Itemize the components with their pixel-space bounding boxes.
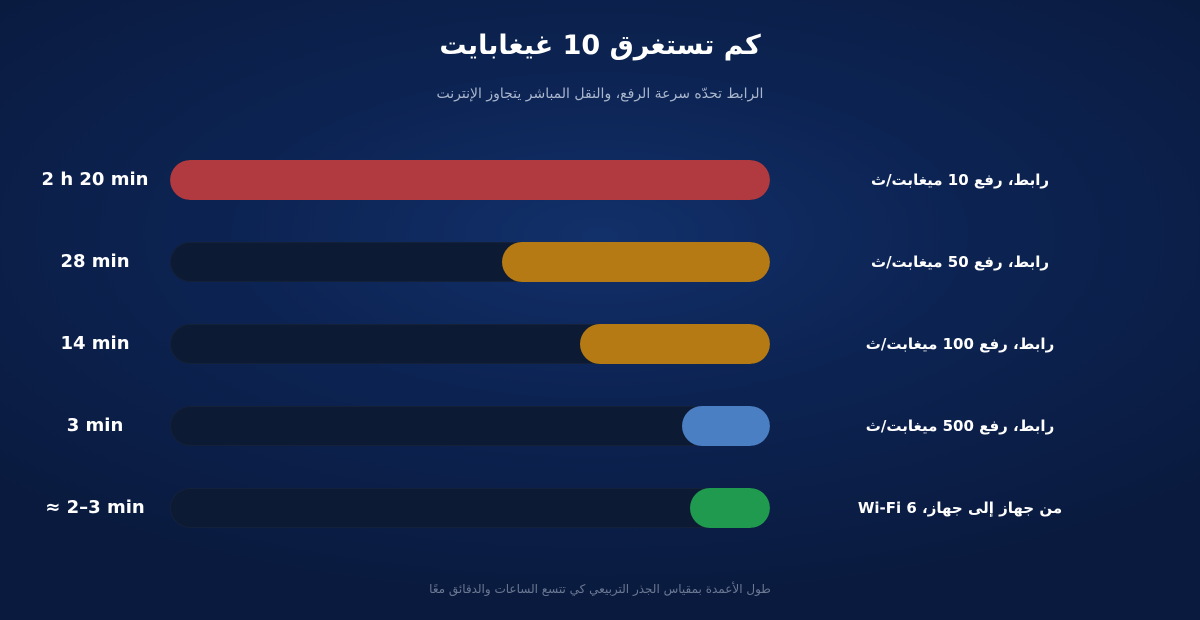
bar-track — [170, 406, 770, 446]
bar-track — [170, 324, 770, 364]
bar — [502, 242, 770, 282]
category-label: رابط، رفع 10 ميغابت/ث — [871, 171, 1049, 189]
bar-value-label: 28 min — [60, 251, 130, 272]
bar-row: 28 min رابط، رفع 50 ميغابت/ث — [0, 242, 1200, 282]
category-label: رابط، رفع 100 ميغابت/ث — [865, 335, 1055, 353]
category-label: رابط، رفع 50 ميغابت/ث — [871, 253, 1049, 271]
bar-track — [170, 242, 770, 282]
bar-track — [170, 160, 770, 200]
bar-track — [170, 488, 770, 528]
bar-row: ≈ 2–3 min من جهاز إلى جهاز، Wi‑Fi 6 — [0, 488, 1200, 528]
bar-row: 3 min رابط، رفع 500 ميغابت/ث — [0, 406, 1200, 446]
bar-value-label: 3 min — [66, 415, 124, 436]
bar — [170, 160, 770, 200]
category-label: من جهاز إلى جهاز، Wi‑Fi 6 — [857, 499, 1063, 517]
bar — [580, 324, 770, 364]
bar — [690, 488, 770, 528]
chart-footnote: طول الأعمدة بمقياس الجذر التربيعي كي تتس… — [429, 582, 771, 596]
chart-subtitle: الرابط تحدّه سرعة الرفع، والنقل المباشر … — [436, 86, 764, 102]
bar-row: 14 min رابط، رفع 100 ميغابت/ث — [0, 324, 1200, 364]
chart-title: كم تستغرق 10 غيغابايت — [439, 30, 761, 61]
category-label: رابط، رفع 500 ميغابت/ث — [865, 417, 1055, 435]
bar-value-label: 2 h 20 min — [41, 169, 149, 190]
bar-row: 2 h 20 min رابط، رفع 10 ميغابت/ث — [0, 160, 1200, 200]
bar — [682, 406, 770, 446]
bar-value-label: ≈ 2–3 min — [45, 497, 145, 518]
bar-value-label: 14 min — [60, 333, 130, 354]
